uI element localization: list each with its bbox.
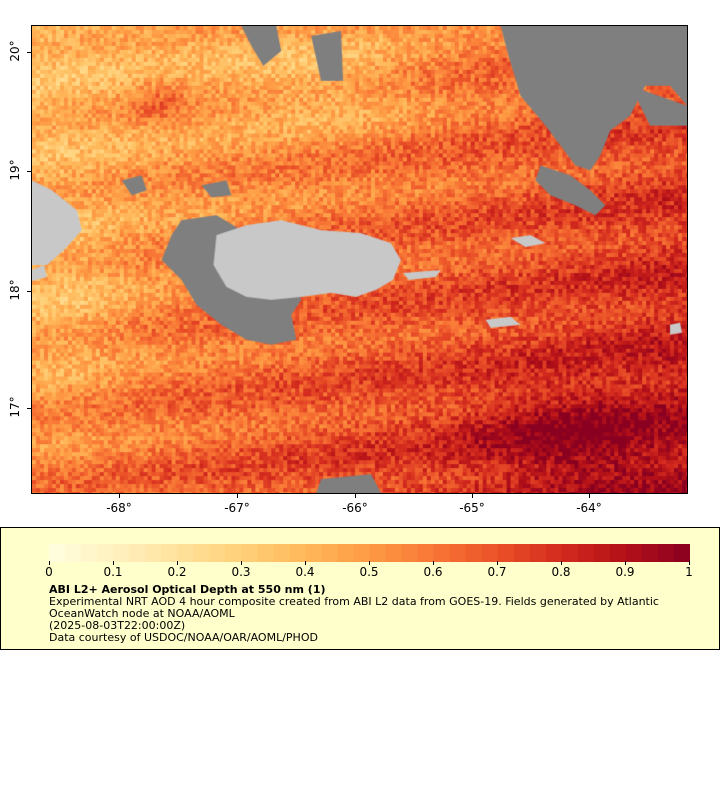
colorbar-band [113, 544, 130, 562]
lon-tick [472, 494, 473, 498]
lat-tick [27, 52, 31, 53]
colorbar-tick [625, 561, 626, 565]
legend-panel: 0 0.1 0.2 0.3 0.4 0.5 0.6 0.7 0.8 0.9 1 … [0, 527, 720, 650]
colorbar-band [193, 544, 210, 562]
colorbar-band [593, 544, 611, 562]
lon-label-66: -66° [342, 501, 368, 515]
lon-tick [355, 494, 356, 498]
legend-credit: Data courtesy of USDOC/NOAA/OAR/AOML/PHO… [49, 631, 318, 644]
colorbar-tick [305, 561, 306, 565]
colorbar [49, 544, 690, 562]
colorbar-band [49, 544, 66, 562]
colorbar-band [65, 544, 82, 562]
lat-label-17: 17° [8, 396, 22, 418]
legend-text: ABI L2+ Aerosol Optical Depth at 550 nm … [49, 584, 689, 644]
colorbar-band [481, 544, 499, 562]
colorbar-band [81, 544, 98, 562]
colorbar-band [673, 544, 690, 562]
colorbar-band [497, 544, 515, 562]
colorbar-band [353, 544, 371, 562]
colorbar-label-0.9: 0.9 [615, 565, 635, 579]
colorbar-label-0.7: 0.7 [487, 565, 507, 579]
colorbar-band [145, 544, 162, 562]
colorbar-label-0.3: 0.3 [231, 565, 251, 579]
colorbar-band [401, 544, 419, 562]
colorbar-band [433, 544, 451, 562]
colorbar-band [225, 544, 242, 562]
colorbar-band [561, 544, 579, 562]
colorbar-tick [49, 561, 50, 565]
colorbar-band [97, 544, 114, 562]
lon-tick [119, 494, 120, 498]
lat-label-18: 18° [8, 279, 22, 301]
colorbar-band [657, 544, 675, 562]
lat-label-19: 19° [8, 159, 22, 181]
lat-label-20: 20° [8, 40, 22, 62]
lon-label-64: -64° [576, 501, 602, 515]
legend-description: Experimental NRT AOD 4 hour composite cr… [49, 595, 659, 620]
colorbar-label-0.1: 0.1 [103, 565, 123, 579]
colorbar-tick [177, 561, 178, 565]
colorbar-band [177, 544, 194, 562]
colorbar-tick [241, 561, 242, 565]
colorbar-label-0: 0 [45, 565, 53, 579]
colorbar-band [577, 544, 595, 562]
colorbar-tick [433, 561, 434, 565]
colorbar-band [321, 544, 339, 562]
colorbar-band [337, 544, 355, 562]
colorbar-band [209, 544, 226, 562]
map-frame[interactable] [31, 25, 688, 494]
lon-label-68: -68° [106, 501, 132, 515]
colorbar-label-1: 1 [685, 565, 693, 579]
colorbar-band [273, 544, 290, 562]
lat-tick [27, 171, 31, 172]
colorbar-band [161, 544, 178, 562]
colorbar-tick [689, 561, 690, 565]
colorbar-band [545, 544, 563, 562]
colorbar-band [305, 544, 323, 562]
colorbar-label-0.6: 0.6 [423, 565, 443, 579]
legend-title: ABI L2+ Aerosol Optical Depth at 550 nm … [49, 583, 326, 596]
lat-tick [27, 291, 31, 292]
colorbar-tick [369, 561, 370, 565]
aod-raster-map[interactable] [32, 26, 687, 493]
colorbar-band [257, 544, 274, 562]
lon-label-65: -65° [459, 501, 485, 515]
colorbar-band [641, 544, 659, 562]
colorbar-tick [113, 561, 114, 565]
legend-timestamp: (2025-08-03T22:00:00Z) [49, 619, 186, 632]
colorbar-label-0.5: 0.5 [359, 565, 379, 579]
lat-tick [27, 408, 31, 409]
colorbar-label-0.2: 0.2 [167, 565, 187, 579]
colorbar-band [449, 544, 467, 562]
colorbar-label-0.8: 0.8 [551, 565, 571, 579]
colorbar-band [241, 544, 258, 562]
lon-label-67: -67° [224, 501, 250, 515]
colorbar-band [529, 544, 547, 562]
colorbar-band [609, 544, 627, 562]
colorbar-label-0.4: 0.4 [295, 565, 315, 579]
colorbar-band [513, 544, 531, 562]
colorbar-band [289, 544, 307, 562]
colorbar-tick [561, 561, 562, 565]
colorbar-band [625, 544, 643, 562]
lon-tick [589, 494, 590, 498]
colorbar-tick [497, 561, 498, 565]
colorbar-band [417, 544, 435, 562]
colorbar-band [465, 544, 483, 562]
colorbar-band [129, 544, 146, 562]
lon-tick [237, 494, 238, 498]
colorbar-band [385, 544, 403, 562]
colorbar-band [369, 544, 387, 562]
